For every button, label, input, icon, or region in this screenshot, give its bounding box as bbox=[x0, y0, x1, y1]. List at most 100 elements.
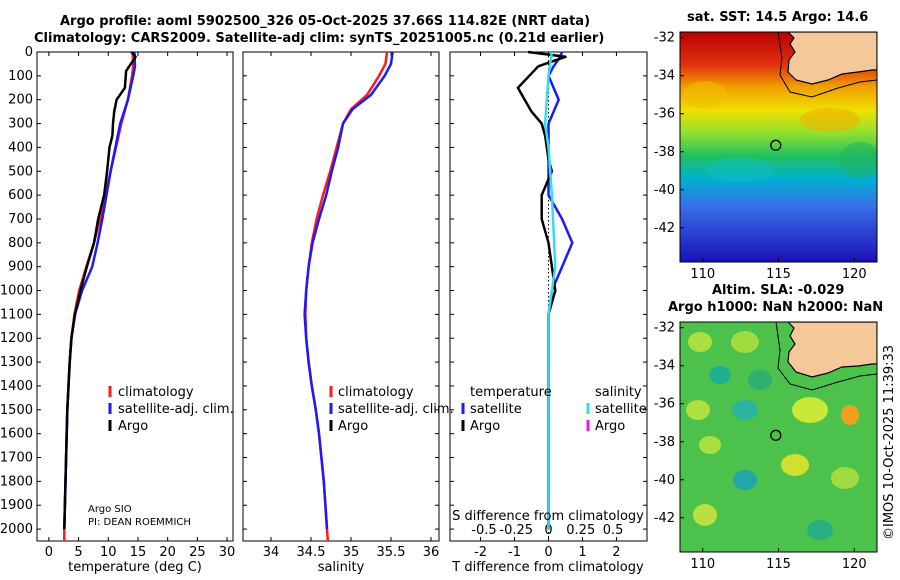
sla-eddy bbox=[693, 504, 717, 526]
map-x-tick-label: 120 bbox=[842, 557, 867, 572]
y-tick-label: 800 bbox=[8, 236, 33, 251]
y-tick-label: 100 bbox=[8, 69, 33, 84]
s-difference-xlabel: S difference from climatology bbox=[452, 509, 644, 524]
map-y-tick-label: -40 bbox=[654, 473, 675, 488]
y-tick-label: 1000 bbox=[0, 284, 33, 299]
x2-tick-label: 0.25 bbox=[566, 523, 595, 538]
y-tick-label: 1100 bbox=[0, 307, 33, 322]
y-tick-label: 200 bbox=[8, 93, 33, 108]
salinity-profiles bbox=[303, 51, 394, 542]
float-location-marker bbox=[770, 139, 782, 151]
y-tick-label: 1700 bbox=[0, 451, 33, 466]
series-line-climatology bbox=[63, 51, 135, 541]
australia-land bbox=[787, 32, 877, 85]
map-y-tick-label: -40 bbox=[654, 183, 675, 198]
y-tick-label: 1800 bbox=[0, 474, 33, 489]
map-x-tick-label: 110 bbox=[690, 267, 715, 282]
sst-map: 110 115 120 -32 -34 -36 -38 -40 -42 bbox=[654, 31, 878, 282]
x2-tick-label: 0 bbox=[544, 523, 552, 538]
legend-t-argo-label: Argo bbox=[470, 419, 500, 434]
sla-eddy bbox=[733, 470, 757, 490]
y-tick-label: 900 bbox=[8, 260, 33, 275]
x-tick-label: 1 bbox=[578, 545, 586, 560]
t-difference-xlabel: T difference from climatology bbox=[451, 560, 644, 575]
x-tick-label: 35.5 bbox=[377, 545, 406, 560]
map-y-tick-label: -36 bbox=[654, 107, 675, 122]
y-tick-label: 300 bbox=[8, 117, 33, 132]
legend-temperature-heading: temperature bbox=[470, 385, 552, 400]
x-tick-label: 15 bbox=[130, 545, 147, 560]
title-line-2: Climatology: CARS2009. Satellite-adj cli… bbox=[34, 31, 605, 46]
sst-patch bbox=[840, 142, 877, 178]
sla-eddy bbox=[807, 520, 833, 540]
map-y-tick-label: -36 bbox=[654, 397, 675, 412]
x-tick-label: 35 bbox=[343, 545, 360, 560]
x-tick-label: 25 bbox=[189, 545, 206, 560]
map-y-tick-label: -34 bbox=[654, 359, 675, 374]
sla-eddy bbox=[841, 405, 859, 425]
series-line-climatology bbox=[304, 51, 389, 542]
sla-eddy bbox=[731, 331, 759, 353]
isobath-contour bbox=[775, 322, 877, 391]
x-tick-label: 36 bbox=[423, 545, 440, 560]
map-y-tick-label: -38 bbox=[654, 145, 675, 160]
sla-map-title-1: Altim. SLA: -0.029 bbox=[712, 283, 845, 298]
isobath-contour bbox=[777, 32, 877, 98]
title-line-1: Argo profile: aoml 5902500_326 05-Oct-20… bbox=[60, 14, 591, 29]
x-tick-label: 10 bbox=[100, 545, 117, 560]
legend-climatology-label: climatology bbox=[338, 385, 414, 400]
difference-profiles bbox=[516, 50, 574, 530]
legend-climatology-label: climatology bbox=[118, 385, 194, 400]
sst-patch bbox=[800, 108, 860, 132]
sla-map-tick-labels: 110 115 120 -32 -34 -36 -38 -40 -42 bbox=[654, 321, 867, 572]
x-tick-label: -1 bbox=[508, 545, 521, 560]
x-tick-label: 5 bbox=[74, 545, 82, 560]
series-line-argo bbox=[63, 51, 137, 530]
pi-name-text: PI: DEAN ROEMMICH bbox=[88, 517, 191, 528]
x-tick-label: 20 bbox=[159, 545, 176, 560]
map-y-tick-label: -32 bbox=[654, 31, 675, 46]
y-tick-label: 600 bbox=[8, 188, 33, 203]
y-tick-label: 0 bbox=[25, 45, 33, 60]
x2-tick-label: -0.25 bbox=[499, 523, 533, 538]
x2-tick-label: 0.5 bbox=[603, 523, 624, 538]
sla-eddy bbox=[699, 436, 721, 454]
legend-s-argo-label: Argo bbox=[595, 419, 625, 434]
legend-argo-label: Argo bbox=[118, 419, 148, 434]
legend-argo-label: Argo bbox=[338, 419, 368, 434]
y-tick-label: 1300 bbox=[0, 355, 33, 370]
y-tick-label: 700 bbox=[8, 212, 33, 227]
legend-s-satellite-label: satellite bbox=[595, 402, 647, 417]
s-difference-tick-labels: -0.5 -0.25 0 0.25 0.5 bbox=[471, 523, 623, 538]
y-tick-label: 400 bbox=[8, 140, 33, 155]
y-tick-label: 500 bbox=[8, 164, 33, 179]
y-tick-label: 1600 bbox=[0, 427, 33, 442]
sst-patch bbox=[705, 158, 775, 182]
sla-eddy bbox=[732, 400, 758, 420]
legend-salinity-heading: salinity bbox=[595, 385, 642, 400]
depth-tick-labels: 0 100 200 300 400 500 600 700 800 900 1000 1100 1200… bbox=[0, 45, 41, 537]
sla-map: 110 115 120 -32 -34 -36 -38 -40 -42 bbox=[654, 321, 878, 572]
salinity-legend: climatology satellite-adj. clim. Argo bbox=[329, 385, 454, 434]
sla-eddy bbox=[688, 332, 712, 352]
sst-map-tick-labels: 110 115 120 -32 -34 -36 -38 -40 -42 bbox=[654, 31, 867, 282]
y-tick-label: 2000 bbox=[0, 522, 33, 537]
x-tick-label: 0 bbox=[544, 545, 552, 560]
x-tick-label: 34.5 bbox=[297, 545, 326, 560]
temperature-axes: 0 100 200 300 400 500 600 700 800 900 1000 1100 1200… bbox=[0, 45, 235, 575]
difference-legend: temperature satellite Argo salinity sate… bbox=[461, 385, 647, 434]
salinity-xlabel: salinity bbox=[318, 560, 365, 575]
map-x-tick-label: 120 bbox=[842, 267, 867, 282]
x2-tick-label: -0.5 bbox=[471, 523, 496, 538]
y-tick-label: 1200 bbox=[0, 331, 33, 346]
sla-eddy bbox=[686, 400, 710, 420]
salinity-tick-labels: 34 34.5 35 35.5 36 bbox=[243, 51, 440, 560]
temperature-legend: climatology satellite-adj. clim. Argo bbox=[108, 385, 234, 434]
sla-eddy bbox=[748, 370, 772, 390]
legend-satellite-label: satellite-adj. clim. bbox=[118, 402, 234, 417]
y-tick-label: 1500 bbox=[0, 403, 33, 418]
series-line-salinity-satellite bbox=[543, 51, 557, 530]
australia-land bbox=[787, 322, 877, 378]
sst-map-title: sat. SST: 14.5 Argo: 14.6 bbox=[687, 10, 869, 25]
